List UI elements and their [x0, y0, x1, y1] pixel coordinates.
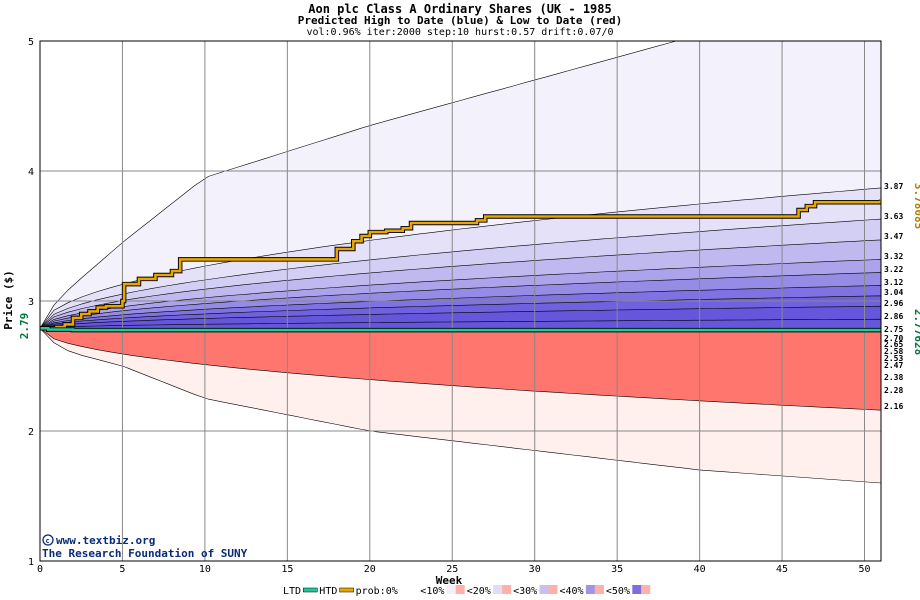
legend-label: <50%	[606, 586, 630, 597]
band-label-high: 3.32	[884, 252, 903, 261]
band-label-low: 2.53	[884, 354, 903, 363]
legend-label: prob:0%	[356, 586, 398, 597]
htd-line	[40, 199, 881, 330]
x-tick-label: 40	[694, 564, 706, 575]
x-tick-label: 15	[281, 564, 293, 575]
legend-swatch-low	[455, 585, 465, 594]
band-label-low: 2.65	[884, 340, 903, 349]
legend-item: LTD	[283, 586, 318, 597]
band-label-high: 3.63	[884, 212, 903, 221]
grid	[39, 40, 881, 562]
legend-swatch-low	[502, 585, 512, 594]
series-layer	[40, 199, 881, 333]
legend-label: <40%	[560, 586, 584, 597]
legend-swatch	[446, 585, 456, 594]
copyright-icon-glyph: c	[46, 537, 50, 545]
legend-line-swatch	[339, 587, 354, 593]
high-band	[40, 318, 881, 329]
legend-swatch-low	[641, 585, 651, 594]
band-label-high: 3.87	[884, 182, 903, 191]
legend-line-swatch	[303, 587, 318, 593]
legend-label: <10%	[420, 586, 444, 597]
watermark: c www.textbiz.org The Research Foundatio…	[42, 534, 248, 560]
chart-title: Aon plc Class A Ordinary Shares (UK - 19…	[308, 2, 611, 16]
band-label-high: 3.22	[884, 265, 903, 274]
band-label-low: 2.28	[884, 386, 903, 395]
y-tick-label: 5	[28, 37, 34, 48]
chart-params: vol:0.96% iter:2000 step:10 hurst:0.57 d…	[306, 27, 613, 38]
band-label-low: 2.75	[884, 325, 903, 334]
legend-swatch	[632, 585, 642, 594]
ltd-value-label: 2.77628	[912, 309, 920, 355]
legend-item: <50%	[606, 585, 651, 597]
legend-label: LTD	[283, 586, 301, 597]
x-axis-label: Week	[436, 574, 463, 587]
watermark-url: www.textbiz.org	[56, 534, 155, 547]
legend-swatch-low	[594, 585, 604, 594]
watermark-org: The Research Foundation of SUNY	[42, 547, 248, 560]
legend-swatch	[585, 585, 595, 594]
copyright-icon	[42, 534, 54, 546]
band-label-high: 3.47	[884, 232, 903, 241]
band-label-high: 2.96	[884, 299, 903, 308]
band-label-low: 2.58	[884, 347, 903, 356]
band-label-low: 2.70	[884, 334, 903, 343]
legend-swatch	[400, 585, 410, 594]
x-tick-label: 35	[611, 564, 623, 575]
x-tick-label: 30	[529, 564, 541, 575]
band-label-low: 2.16	[884, 402, 903, 411]
x-tick-label: 50	[858, 564, 870, 575]
band-label-high: 3.04	[884, 288, 903, 297]
legend-swatch-low	[409, 585, 419, 594]
legend-item: HTD	[319, 586, 354, 597]
y-tick-label: 4	[28, 167, 34, 178]
y-tick-label: 3	[28, 297, 34, 308]
band-labels: 3.87 3.63 3.47 3.32 3.22 3.123.04 2.96 2.86 2.75…	[884, 182, 903, 411]
legend-swatch-low	[548, 585, 558, 594]
legend-label: <20%	[467, 586, 491, 597]
y-axis-label: Price ($)	[2, 270, 15, 330]
band-label-low: 2.38	[884, 373, 903, 382]
legend-swatch	[493, 585, 503, 594]
band-label-low: 2.47	[884, 361, 903, 370]
legend-label: <30%	[513, 586, 537, 597]
legend-item: <20%	[467, 585, 512, 597]
y-tick-label: 1	[28, 557, 34, 568]
x-tick-label: 20	[364, 564, 376, 575]
htd-value-label: 3.78085	[912, 183, 920, 229]
x-tick-label: 10	[199, 564, 211, 575]
x-tick-label: 0	[37, 564, 43, 575]
start-price-label: 2.79	[18, 313, 31, 340]
legend-label: HTD	[319, 586, 337, 597]
plot-frame	[39, 40, 882, 562]
legend: LTD HTD prob:0% <10% <20% <30% <40% <50%	[283, 585, 651, 597]
y-tick-label: 2	[28, 427, 34, 438]
x-tick-label: 45	[776, 564, 788, 575]
legend-item: prob:0%	[356, 585, 419, 597]
chart-subtitle: Predicted High to Date (blue) & Low to D…	[298, 14, 623, 27]
legend-swatch	[539, 585, 549, 594]
x-tick-label: 25	[446, 564, 458, 575]
ltd-line	[40, 327, 881, 332]
low-band	[40, 328, 881, 411]
legend-item: <30%	[513, 585, 558, 597]
legend-item: <10%	[420, 585, 465, 597]
legend-item: <40%	[560, 585, 604, 597]
band-label-high: 2.86	[884, 312, 903, 321]
x-tick-label: 5	[119, 564, 125, 575]
band-label-high: 3.12	[884, 278, 903, 287]
